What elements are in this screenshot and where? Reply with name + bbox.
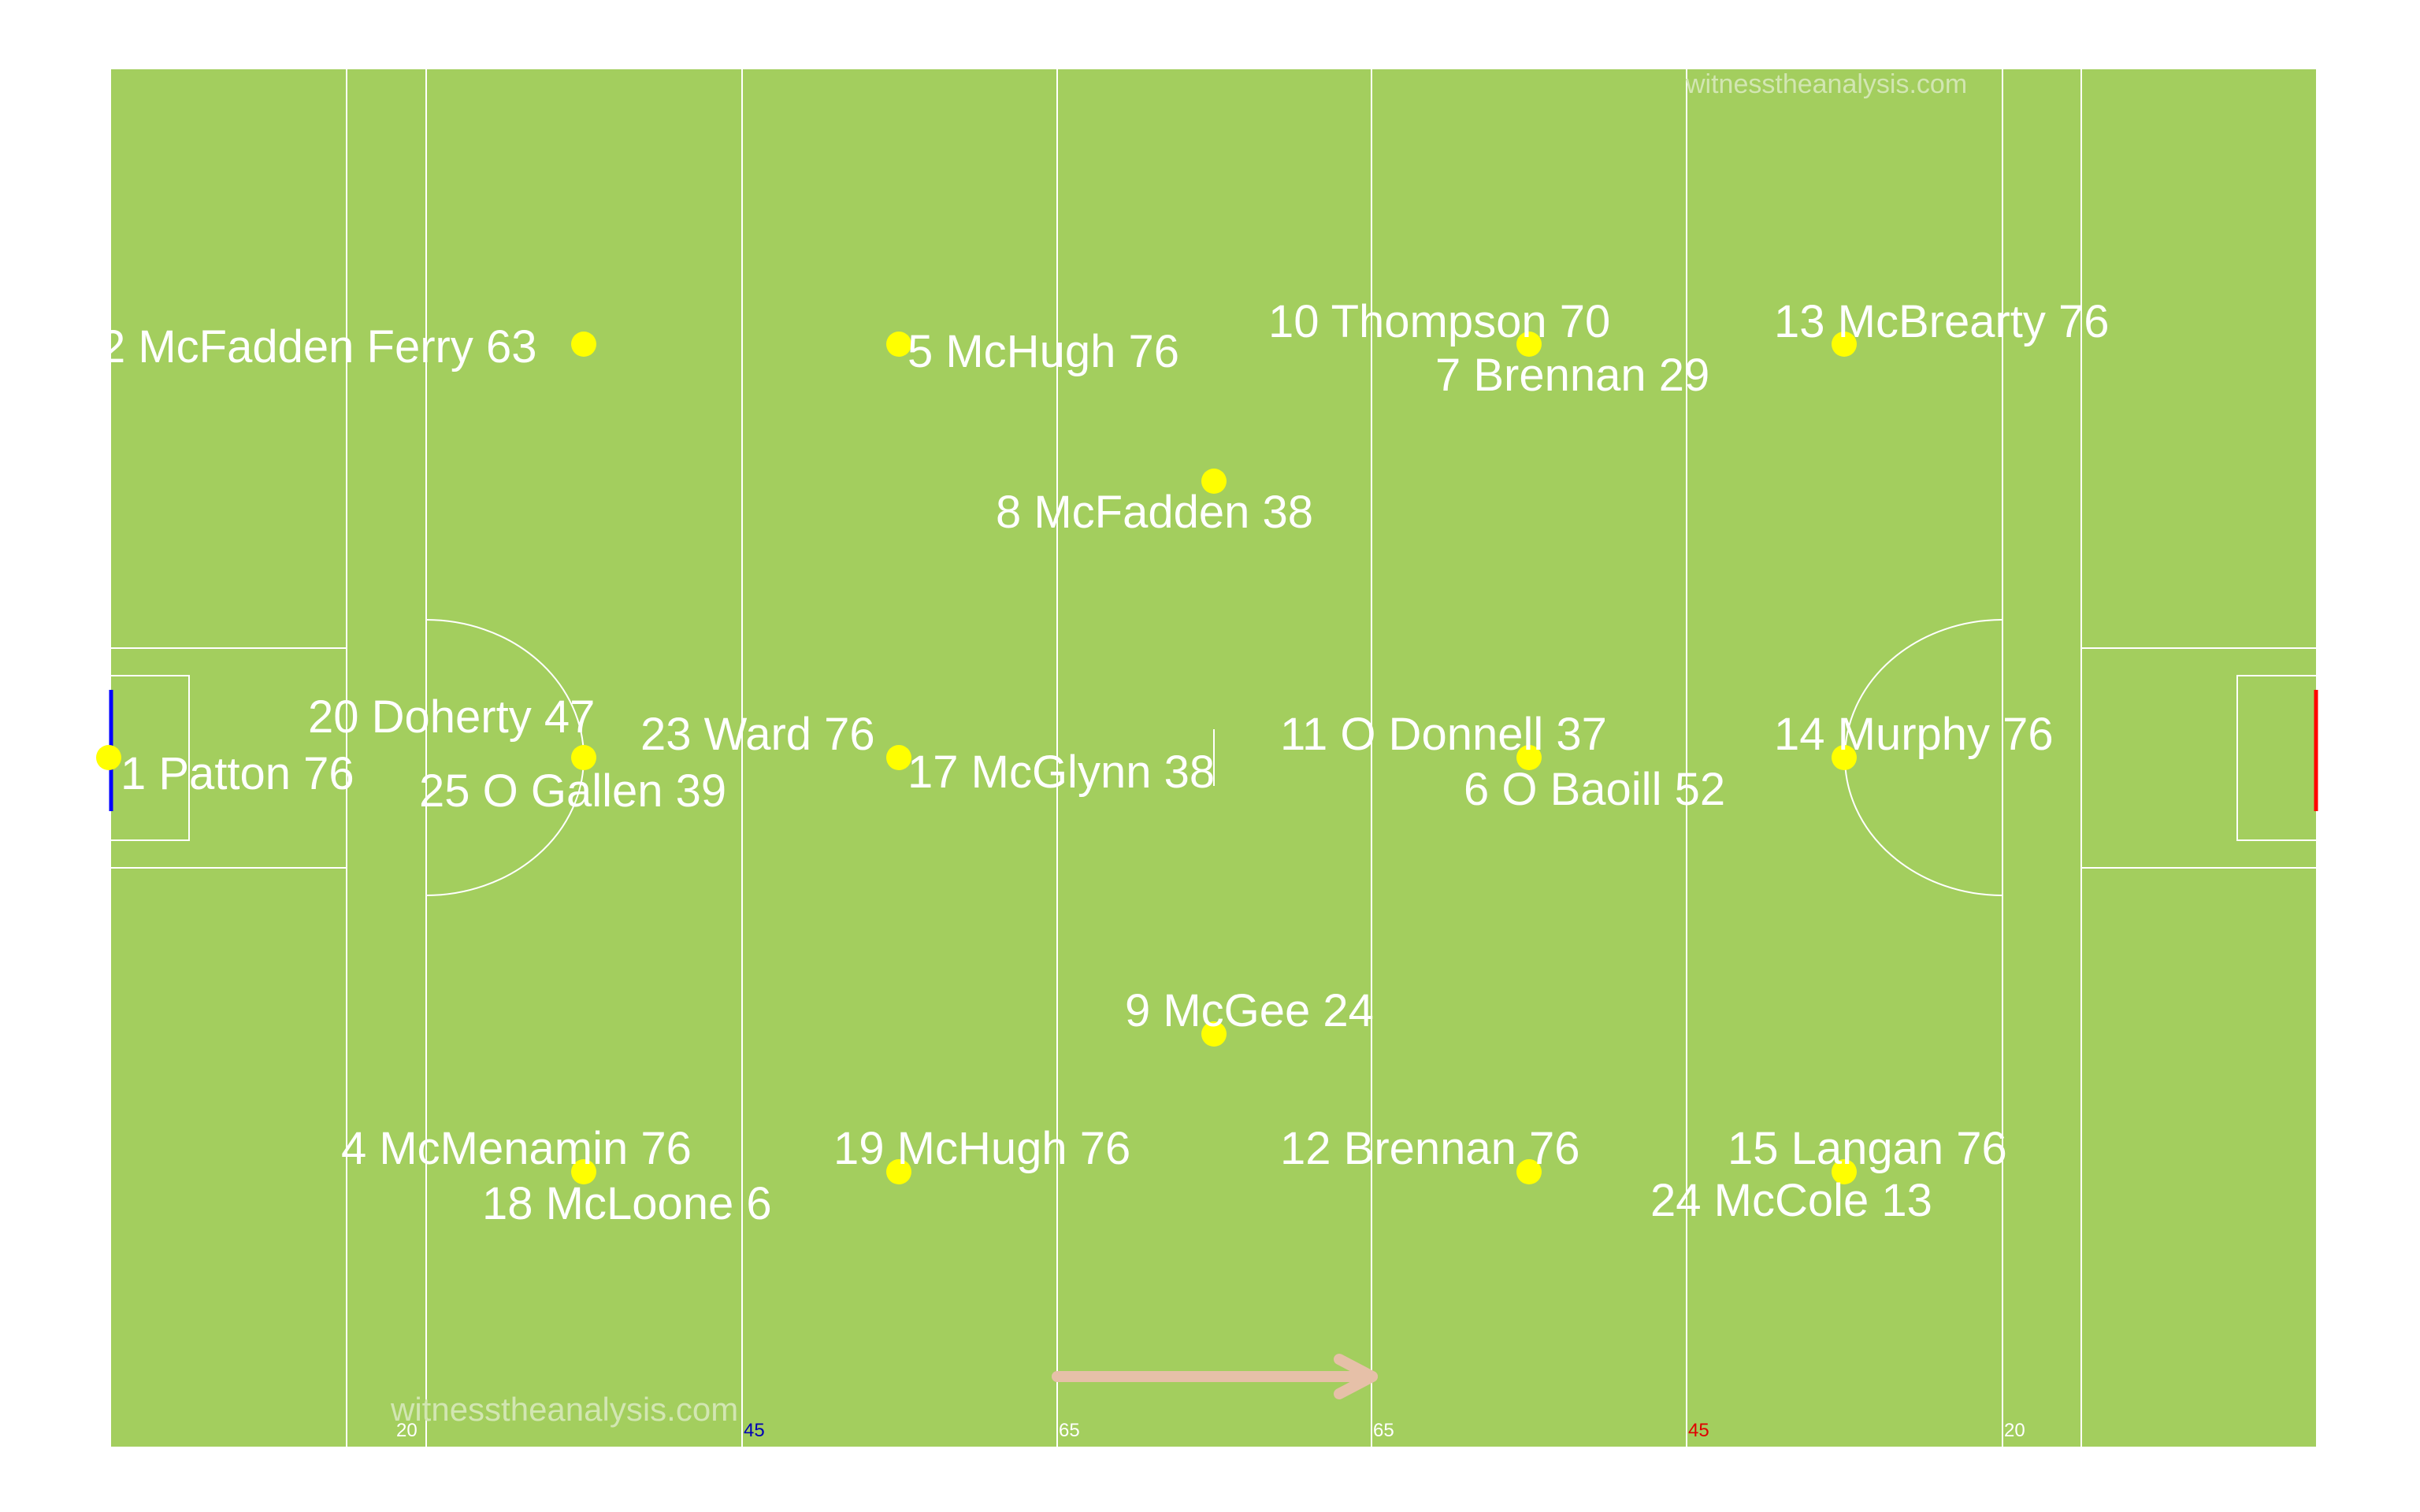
player-dot	[886, 745, 911, 770]
player-8: 8 McFadden 38	[996, 469, 1313, 538]
pitch-lines	[111, 69, 2316, 1447]
player-dot	[1516, 1159, 1542, 1184]
yard-label-20-right: 20	[2004, 1420, 2025, 1441]
player-dot	[1832, 745, 1857, 770]
player-12: 12 Brennan 76	[1280, 1123, 1580, 1184]
player-label: 7 Brennan 29	[1435, 350, 1709, 401]
player-6: 6 O Baoill 52	[1464, 764, 1725, 815]
player-label: 19 McHugh 76	[833, 1123, 1130, 1174]
player-dot	[886, 332, 911, 357]
player-label: 5 McHugh 76	[908, 326, 1179, 377]
watermark-bottom: witnesstheanalysis.com	[390, 1391, 738, 1428]
player-label: 25 O Gallen 39	[419, 765, 726, 817]
player-label: 12 Brennan 76	[1280, 1123, 1580, 1174]
player-label: 11 O Donnell 37	[1280, 709, 1607, 760]
player-dot	[1516, 332, 1542, 357]
yard-label-65-right: 65	[1373, 1420, 1394, 1441]
watermark-top: witnesstheanalysis.com	[1685, 69, 1967, 99]
player-7: 7 Brennan 29	[1435, 350, 1709, 401]
player-13: 13 McBrearty 76	[1774, 296, 2110, 357]
player-dot	[571, 745, 596, 770]
player-dot	[1201, 469, 1227, 494]
player-15: 15 Langan 76	[1728, 1123, 2007, 1184]
player-label: 18 McLoone 6	[482, 1178, 772, 1229]
player-label: 4 McMenamin 76	[341, 1123, 692, 1174]
player-dot	[1201, 1021, 1227, 1047]
player-14: 14 Murphy 76	[1774, 709, 2054, 770]
player-25: 25 O Gallen 39	[419, 765, 726, 817]
player-2: 2 McFadden Ferry 63	[100, 321, 596, 372]
player-dot	[886, 1159, 911, 1184]
player-label: 9 McGee 24	[1125, 985, 1374, 1036]
large-rectangle-right	[2080, 647, 2316, 869]
player-label: 23 Ward 76	[640, 709, 875, 760]
player-17: 17 McGlynn 38	[908, 747, 1215, 798]
player-24: 24 McCole 13	[1650, 1175, 1932, 1226]
player-20: 20 Doherty 47	[308, 691, 596, 770]
yard-label-65-left: 65	[1059, 1420, 1080, 1441]
player-label: 10 Thompson 70	[1268, 296, 1610, 347]
player-label: 6 O Baoill 52	[1464, 764, 1725, 815]
yard-label-45-left: 45	[744, 1420, 765, 1441]
player-label: 8 McFadden 38	[996, 487, 1313, 538]
player-label: 14 Murphy 76	[1774, 709, 2054, 760]
player-10: 10 Thompson 70	[1268, 296, 1610, 357]
player-dot	[1516, 745, 1542, 770]
player-4: 4 McMenamin 76	[341, 1123, 692, 1184]
player-dot	[96, 745, 121, 770]
player-1: 1 Patton 76	[96, 745, 354, 799]
small-rectangle-left	[111, 675, 190, 841]
player-5: 5 McHugh 76	[886, 326, 1179, 377]
yard-label-20-left: 20	[396, 1420, 418, 1441]
players: 1 Patton 76 2 McFadden Ferry 63 5 McHugh…	[96, 296, 2110, 1229]
player-18: 18 McLoone 6	[482, 1178, 772, 1229]
player-11: 11 O Donnell 37	[1280, 709, 1607, 770]
small-rectangle-right	[2236, 675, 2316, 841]
player-label: 13 McBrearty 76	[1774, 296, 2110, 347]
player-label: 17 McGlynn 38	[908, 747, 1215, 798]
player-dot	[571, 1159, 596, 1184]
player-label: 15 Langan 76	[1728, 1123, 2007, 1174]
arrow-right-icon	[1052, 1354, 1378, 1399]
player-label: 20 Doherty 47	[308, 691, 595, 743]
player-label: 1 Patton 76	[121, 748, 354, 799]
player-9: 9 McGee 24	[1125, 985, 1374, 1047]
yard-label-45-right: 45	[1688, 1420, 1709, 1441]
player-23: 23 Ward 76	[640, 709, 911, 770]
player-dot	[1832, 1159, 1857, 1184]
player-label: 24 McCole 13	[1650, 1175, 1932, 1226]
player-label: 2 McFadden Ferry 63	[100, 321, 536, 372]
player-dot	[1832, 332, 1857, 357]
player-dot	[571, 332, 596, 357]
large-rectangle-left	[111, 647, 347, 869]
player-19: 19 McHugh 76	[833, 1123, 1130, 1184]
